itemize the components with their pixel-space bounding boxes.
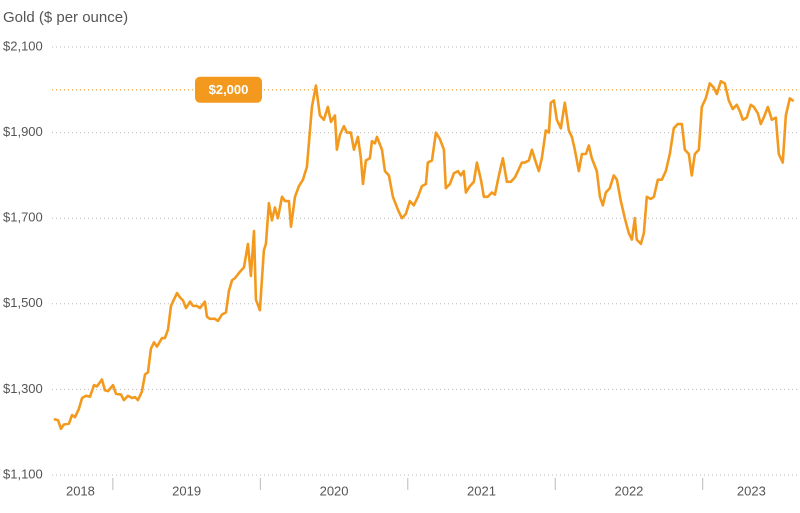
x-tick-label: 2023 — [737, 483, 766, 498]
y-tick-label: $2,100 — [3, 38, 43, 53]
x-tick-label: 2019 — [172, 483, 201, 498]
x-tick-label: 2021 — [467, 483, 496, 498]
y-tick-label: $1,900 — [3, 124, 43, 139]
y-tick-label: $1,300 — [3, 381, 43, 396]
reference-label: $2,000 — [209, 82, 249, 97]
y-tick-label: $1,100 — [3, 466, 43, 481]
price-line — [53, 79, 795, 431]
chart-title: Gold ($ per ounce) — [3, 9, 128, 26]
y-tick-label: $1,500 — [3, 295, 43, 310]
x-tick-label: 2020 — [320, 483, 349, 498]
x-tick-label: 2022 — [614, 483, 643, 498]
x-tick-label: 2018 — [66, 483, 95, 498]
reference-label-box — [195, 76, 262, 103]
y-tick-label: $1,700 — [3, 210, 43, 225]
